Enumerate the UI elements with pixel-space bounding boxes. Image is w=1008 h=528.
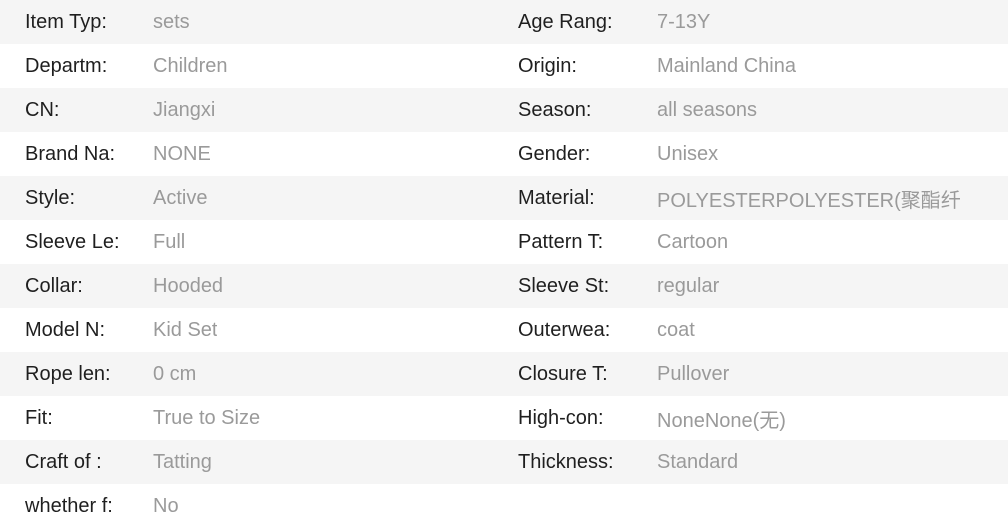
spec-value: all seasons <box>657 98 758 121</box>
spec-cell-left: CN: Jiangxi <box>0 88 504 132</box>
spec-cell-left: Sleeve Le: Full <box>0 220 504 264</box>
spec-value: Full <box>153 230 186 253</box>
spec-label: Model N: <box>25 318 106 341</box>
spec-value: POLYESTERPOLYESTER(聚酯纤 <box>657 189 961 212</box>
spec-label: Age Rang: <box>518 10 613 33</box>
spec-row: Craft of : Tatting Thickness: Standard <box>0 440 1008 484</box>
spec-cell-right: Sleeve St: regular <box>504 264 1008 308</box>
spec-cell-right: Material: POLYESTERPOLYESTER(聚酯纤 <box>504 176 1008 220</box>
spec-value: Unisex <box>657 142 719 165</box>
spec-row: Departm: Children Origin: Mainland China <box>0 44 1008 88</box>
spec-row: Item Typ: sets Age Rang: 7-13Y <box>0 0 1008 44</box>
spec-value: Jiangxi <box>153 98 216 121</box>
spec-cell-right: Gender: Unisex <box>504 132 1008 176</box>
spec-cell-left: Departm: Children <box>0 44 504 88</box>
spec-value: Children <box>153 54 228 77</box>
spec-label: High-con: <box>518 406 604 429</box>
spec-label: Craft of : <box>25 450 102 473</box>
spec-cell-right: Origin: Mainland China <box>504 44 1008 88</box>
spec-row: Model N: Kid Set Outerwea: coat <box>0 308 1008 352</box>
spec-value: Tatting <box>153 450 212 473</box>
spec-cell-left: whether f: No <box>0 484 504 528</box>
spec-cell-right: Closure T: Pullover <box>504 352 1008 396</box>
spec-label: Gender: <box>518 142 591 165</box>
spec-label: Outerwea: <box>518 318 611 341</box>
spec-label: Origin: <box>518 54 577 77</box>
spec-value: Kid Set <box>153 318 218 341</box>
spec-row: Brand Na: NONE Gender: Unisex <box>0 132 1008 176</box>
spec-label: Departm: <box>25 54 108 77</box>
spec-label: Sleeve St: <box>518 274 610 297</box>
spec-label: Pattern T: <box>518 230 604 253</box>
spec-label: Style: <box>25 186 76 209</box>
spec-label: Collar: <box>25 274 83 297</box>
spec-cell-right <box>504 484 1008 528</box>
spec-value: Standard <box>657 450 739 473</box>
spec-value: True to Size <box>153 406 261 429</box>
spec-cell-left: Rope len: 0 cm <box>0 352 504 396</box>
spec-cell-right: High-con: NoneNone(无) <box>504 396 1008 440</box>
spec-label: Material: <box>518 186 595 209</box>
spec-cell-right: Pattern T: Cartoon <box>504 220 1008 264</box>
spec-label: Season: <box>518 98 592 121</box>
spec-cell-left: Style: Active <box>0 176 504 220</box>
spec-value: NoneNone(无) <box>657 409 786 432</box>
spec-value: Hooded <box>153 274 224 297</box>
spec-row: CN: Jiangxi Season: all seasons <box>0 88 1008 132</box>
spec-row: Collar: Hooded Sleeve St: regular <box>0 264 1008 308</box>
spec-label: Fit: <box>25 406 53 429</box>
spec-label: Thickness: <box>518 450 614 473</box>
spec-cell-left: Brand Na: NONE <box>0 132 504 176</box>
spec-row: whether f: No <box>0 484 1008 528</box>
spec-label: Item Typ: <box>25 10 107 33</box>
spec-row: Rope len: 0 cm Closure T: Pullover <box>0 352 1008 396</box>
spec-row: Fit: True to Size High-con: NoneNone(无) <box>0 396 1008 440</box>
spec-cell-right: Age Rang: 7-13Y <box>504 0 1008 44</box>
spec-cell-left: Model N: Kid Set <box>0 308 504 352</box>
spec-value: Cartoon <box>657 230 729 253</box>
spec-value: 0 cm <box>153 362 197 385</box>
spec-value: coat <box>657 318 695 341</box>
spec-cell-right: Outerwea: coat <box>504 308 1008 352</box>
spec-cell-right: Thickness: Standard <box>504 440 1008 484</box>
spec-value: Mainland China <box>657 54 796 77</box>
spec-cell-left: Item Typ: sets <box>0 0 504 44</box>
spec-cell-left: Collar: Hooded <box>0 264 504 308</box>
spec-value: No <box>153 494 179 517</box>
spec-row: Sleeve Le: Full Pattern T: Cartoon <box>0 220 1008 264</box>
spec-value: sets <box>153 10 190 33</box>
spec-row: Style: Active Material: POLYESTERPOLYESTER(… <box>0 176 1008 220</box>
spec-label: Sleeve Le: <box>25 230 120 253</box>
spec-cell-right: Season: all seasons <box>504 88 1008 132</box>
spec-label: Brand Na: <box>25 142 116 165</box>
spec-value: 7-13Y <box>657 10 711 33</box>
spec-label: Rope len: <box>25 362 111 385</box>
spec-label: CN: <box>25 98 60 121</box>
spec-label: Closure T: <box>518 362 608 385</box>
spec-value: Active <box>153 186 208 209</box>
spec-value: NONE <box>153 142 211 165</box>
spec-value: Pullover <box>657 362 730 385</box>
spec-cell-left: Craft of : Tatting <box>0 440 504 484</box>
spec-label: whether f: <box>25 494 113 517</box>
spec-cell-left: Fit: True to Size <box>0 396 504 440</box>
spec-value: regular <box>657 274 720 297</box>
